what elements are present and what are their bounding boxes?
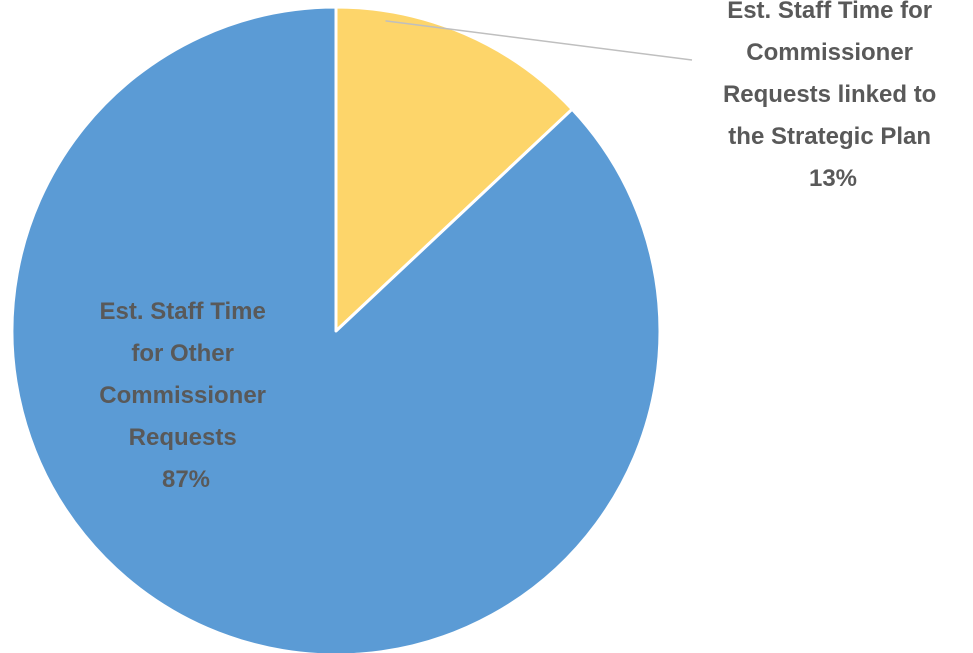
- percent-label-strategic-plan: 13%: [809, 165, 857, 192]
- percent-label-other-requests: 87%: [162, 466, 210, 493]
- pie-slices: [10, 5, 662, 653]
- slice-label-other-requests: Est. Staff Time for Other Commissioner R…: [99, 298, 272, 493]
- leader-line: [385, 20, 693, 61]
- slice-strategic-plan: [334, 5, 574, 333]
- slice-label-strategic-plan: Est. Staff Time for Commissioner Request…: [723, 0, 943, 192]
- slice-other-requests: [10, 5, 662, 653]
